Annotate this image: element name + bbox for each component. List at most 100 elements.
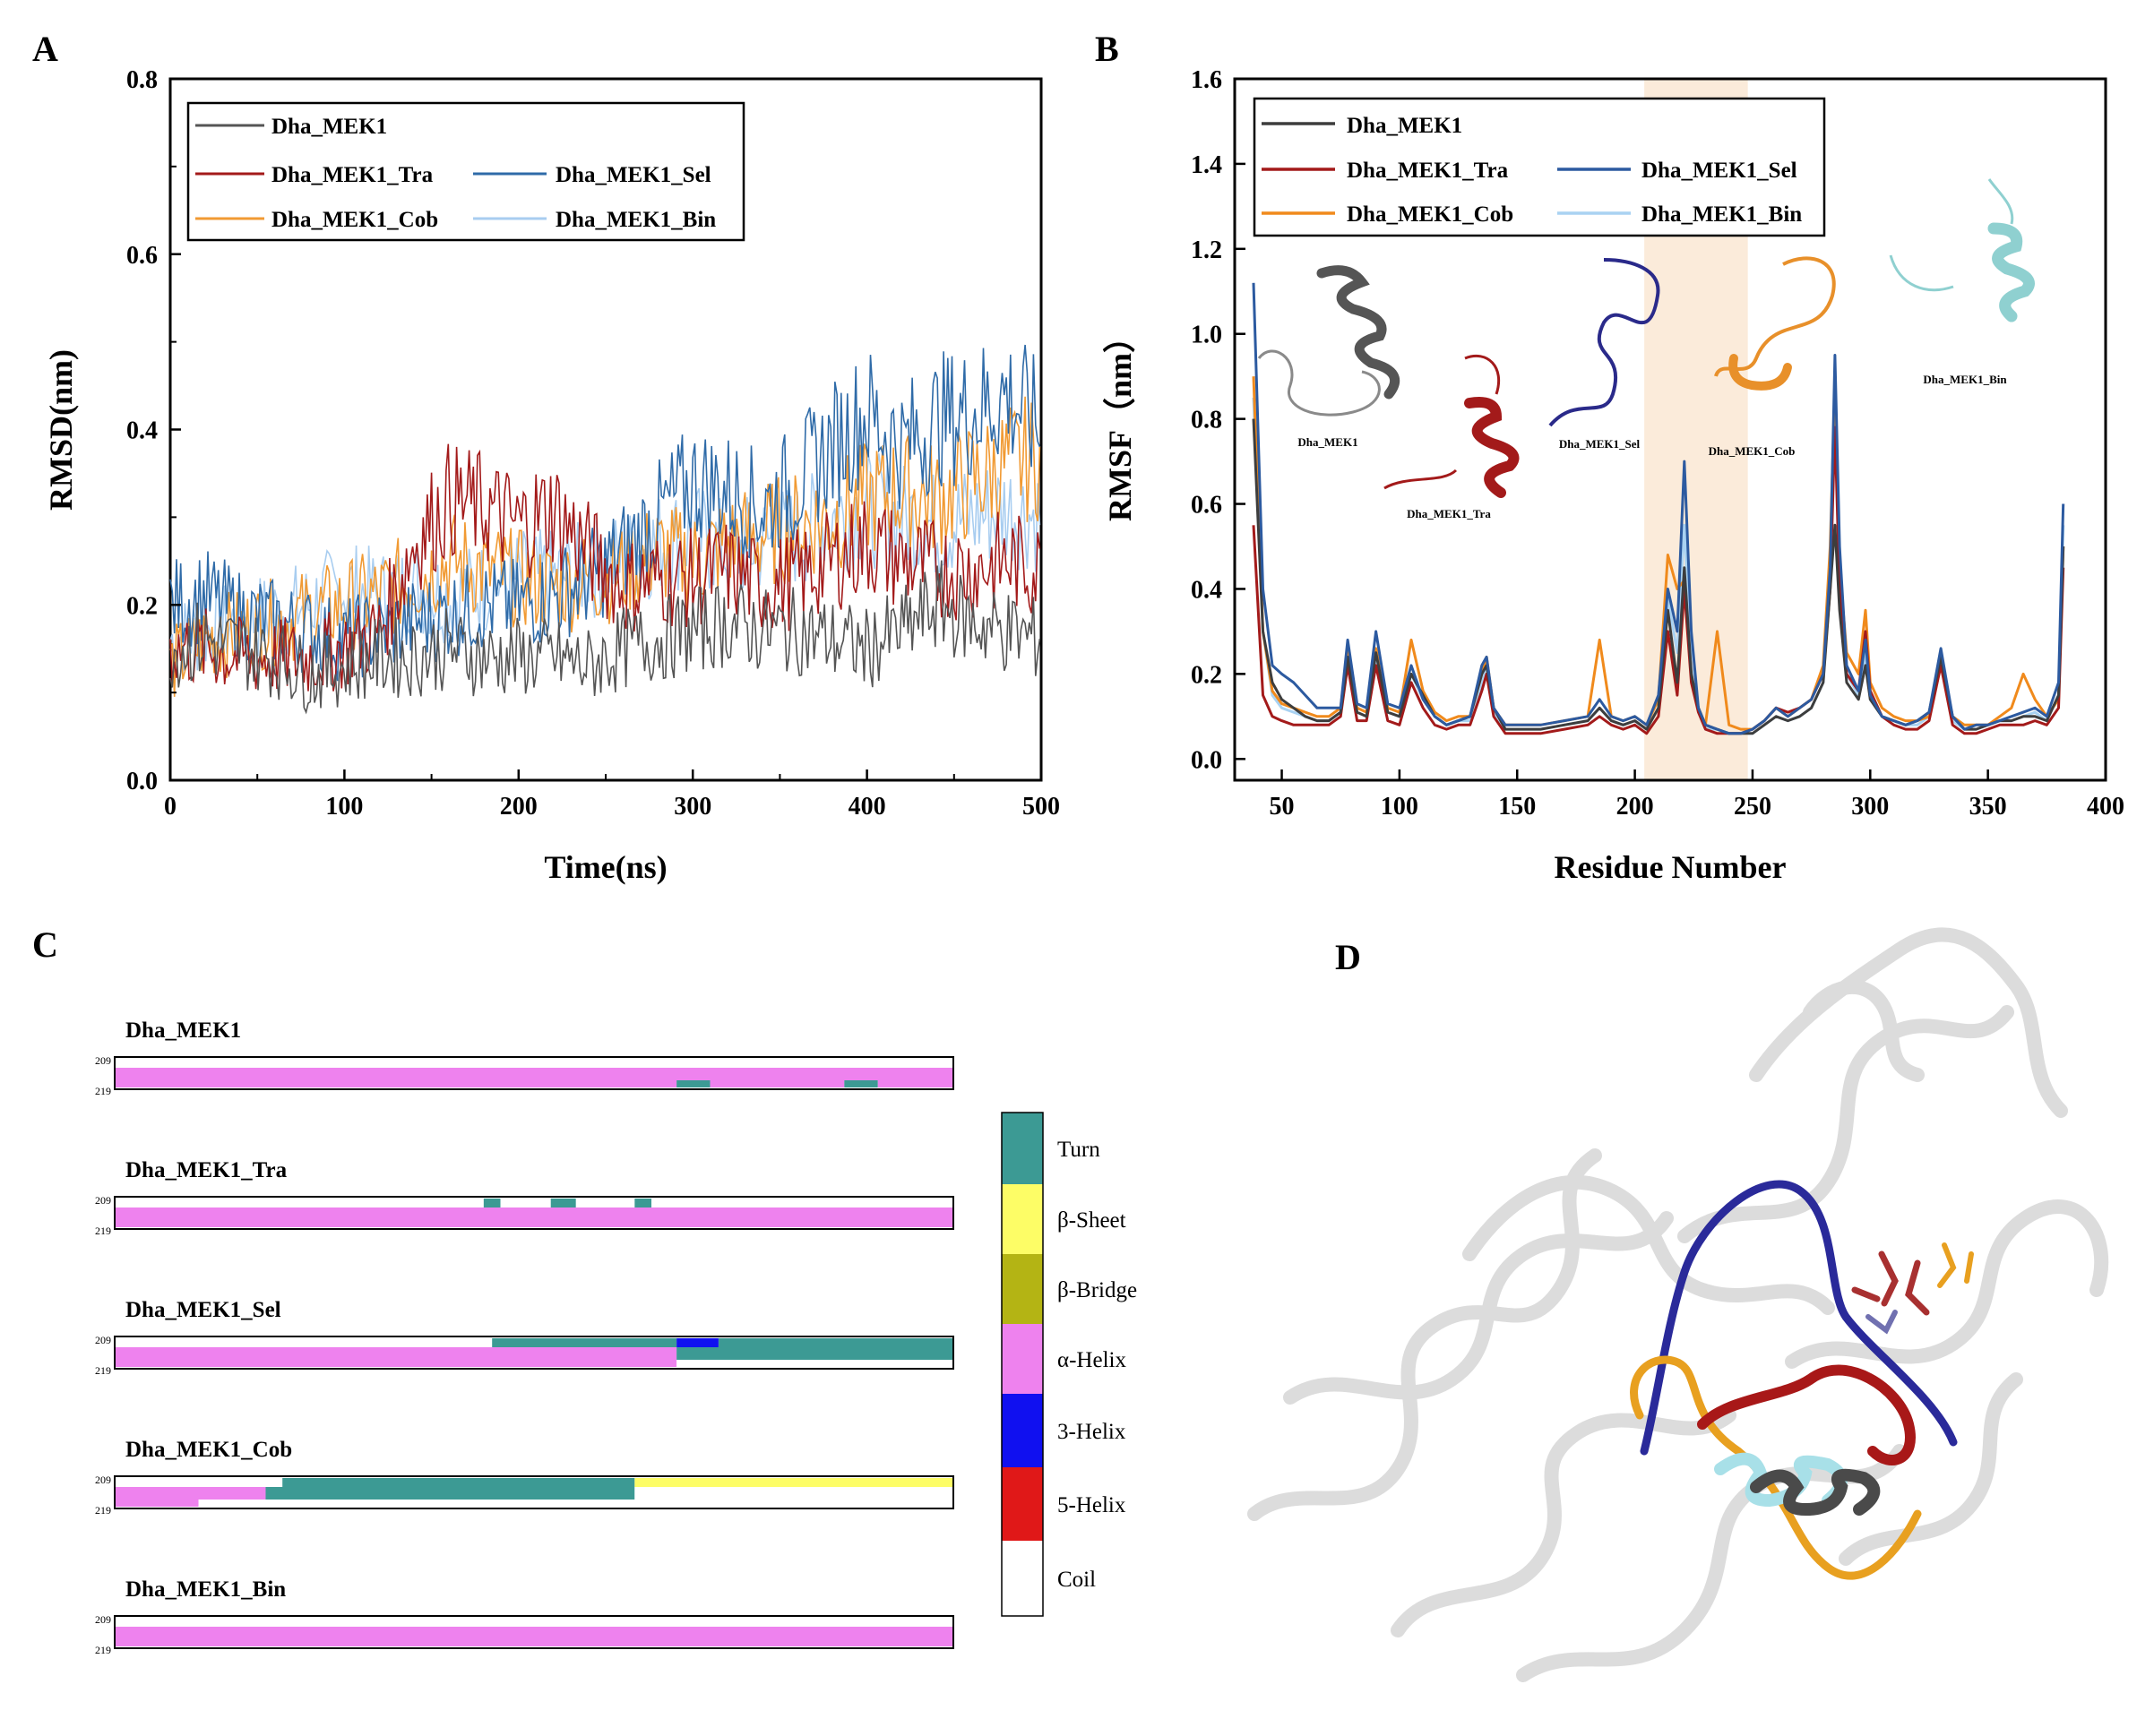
legend-label-a1: Dha_MEK1_Tra [271, 163, 434, 187]
x-tick-label: 400 [2087, 793, 2124, 821]
panel-a-legend: Dha_MEK1 Dha_MEK1_Tra Dha_MEK1_Sel Dha_M… [186, 101, 745, 242]
inset-structure-tra: Dha_MEK1_Tra [1383, 354, 1520, 520]
dssp-segment [676, 1080, 711, 1087]
y-tick-label: 0.4 [1191, 576, 1222, 604]
inset-structure-sel: Dha_MEK1_Sel [1548, 258, 1660, 451]
legend-label-a0: Dha_MEK1 [271, 115, 387, 139]
background-strand [1785, 1199, 2109, 1369]
legend-label-b0: Dha_MEK1 [1347, 114, 1462, 138]
inset-structure-cob: Dha_MEK1_Cob [1709, 256, 1836, 458]
x-tick-label: 300 [1851, 793, 1889, 821]
inset-label-tra: Dha_MEK1_Tra [1407, 507, 1491, 520]
dssp-track-frame [114, 1196, 954, 1230]
dssp-segment [676, 1338, 719, 1347]
background-strand [1283, 1211, 1674, 1405]
dssp-segment [115, 1207, 953, 1220]
panel-b-legend-box [1253, 97, 1826, 237]
key-label: β-Sheet [1057, 1208, 1126, 1233]
background-strand [1839, 1372, 2023, 1566]
dssp-segment [575, 1199, 635, 1207]
background-strand [1462, 1174, 1835, 1315]
panel-c-letter: C [32, 924, 58, 965]
x-tick-label: 300 [674, 793, 711, 821]
dssp-segment [492, 1338, 677, 1347]
x-tick-label: 50 [1270, 793, 1295, 821]
key-label: α-Helix [1057, 1348, 1126, 1372]
dssp-segment [115, 1618, 953, 1627]
y-tick-label: 0.0 [1191, 746, 1222, 774]
dssp-y-tick: 209 [95, 1334, 111, 1346]
panel-b-x-axis-label: Residue Number [1555, 849, 1787, 885]
x-tick-label: 200 [500, 793, 538, 821]
dssp-track-title: Dha_MEK1_Tra [125, 1158, 288, 1182]
structure-sel-loop [1640, 1180, 1958, 1456]
y-tick-label: 1.4 [1191, 151, 1222, 179]
dssp-segment [115, 1478, 283, 1487]
panel-b-legend: Dha_MEK1 Dha_MEK1_Tra Dha_MEK1_Sel Dha_M… [1253, 97, 1826, 237]
inset-label-bin: Dha_MEK1_Bin [1923, 373, 2007, 386]
panel-a-ticks: 0 100 200 300 400 500 0.0 0.2 0.4 0.6 0.8 [126, 66, 1060, 821]
dssp-segment [115, 1360, 677, 1367]
y-tick-label: 0.6 [126, 242, 158, 270]
ligand-sel-sticks [1865, 1310, 1898, 1335]
panel-b-plot-frame [1233, 77, 2107, 782]
background-strand [1247, 1148, 1602, 1521]
legend-label-a4: Dha_MEK1_Bin [556, 208, 716, 232]
dssp-segment [115, 1487, 266, 1500]
inset-label-sel: Dha_MEK1_Sel [1559, 437, 1641, 451]
x-tick-label: 100 [1381, 793, 1418, 821]
x-tick-label: 350 [1969, 793, 2007, 821]
background-strand [1391, 1408, 1736, 1637]
x-tick-label: 150 [1498, 793, 1536, 821]
inset-structure-bin: Dha_MEK1_Bin [1889, 178, 2035, 386]
inset-label-mek1: Dha_MEK1 [1297, 435, 1357, 449]
key-label: Turn [1057, 1138, 1100, 1162]
dssp-segment [115, 1338, 493, 1347]
dssp-segment [676, 1360, 953, 1367]
dssp-segment [115, 1220, 953, 1227]
ligand-tra-sticks [1851, 1250, 1930, 1316]
structure-tra-helix [1697, 1364, 1916, 1465]
panel-b-letter: B [1095, 29, 1119, 69]
panel-b: B 50 100 150 200 250 300 350 400 0.0 0.2 0.4 0.6 0.8… [1095, 29, 2124, 885]
dssp-segment [877, 1080, 953, 1087]
panel-a-y-axis-label: RMSD(nm) [43, 349, 79, 511]
x-tick-label: 250 [1734, 793, 1771, 821]
y-tick-label: 0.8 [1191, 407, 1222, 434]
dssp-segment [634, 1487, 953, 1500]
y-tick-label: 0.0 [126, 768, 158, 795]
protein-structure-highlight [1630, 1180, 1974, 1580]
dssp-segment [550, 1199, 576, 1207]
inset-helix [1728, 354, 1792, 391]
panel-a-x-axis-label: Time(ns) [544, 849, 667, 885]
series-line-a-0 [169, 560, 1041, 715]
background-strand [1677, 1005, 2014, 1243]
dssp-segment [676, 1347, 953, 1360]
legend-label-a3: Dha_MEK1_Cob [271, 208, 438, 232]
series-line-a-4 [169, 453, 1041, 674]
key-swatch [1002, 1467, 1043, 1541]
key-swatch [1002, 1324, 1043, 1394]
dssp-segment [483, 1199, 501, 1207]
key-frame [1001, 1112, 1044, 1617]
dssp-track-frame [114, 1475, 954, 1509]
y-tick-label: 1.2 [1191, 236, 1222, 264]
dssp-y-tick: 219 [95, 1085, 111, 1097]
x-tick-label: 100 [325, 793, 363, 821]
dssp-segment [115, 1627, 953, 1639]
inset-coil [1257, 349, 1381, 417]
panel-a-series [169, 344, 1041, 715]
key-swatch [1002, 1113, 1043, 1184]
dssp-y-tick: 209 [95, 1194, 111, 1207]
inset-helix [1987, 222, 2035, 322]
key-swatch [1002, 1254, 1043, 1324]
dssp-segment [115, 1639, 953, 1646]
dssp-segment [718, 1338, 953, 1347]
dssp-segment [282, 1478, 635, 1487]
key-label: Coil [1057, 1568, 1096, 1592]
dssp-segment [115, 1500, 199, 1507]
dssp-y-tick: 219 [95, 1504, 111, 1517]
dssp-track-frame [114, 1615, 954, 1649]
dssp-y-tick: 209 [95, 1054, 111, 1067]
